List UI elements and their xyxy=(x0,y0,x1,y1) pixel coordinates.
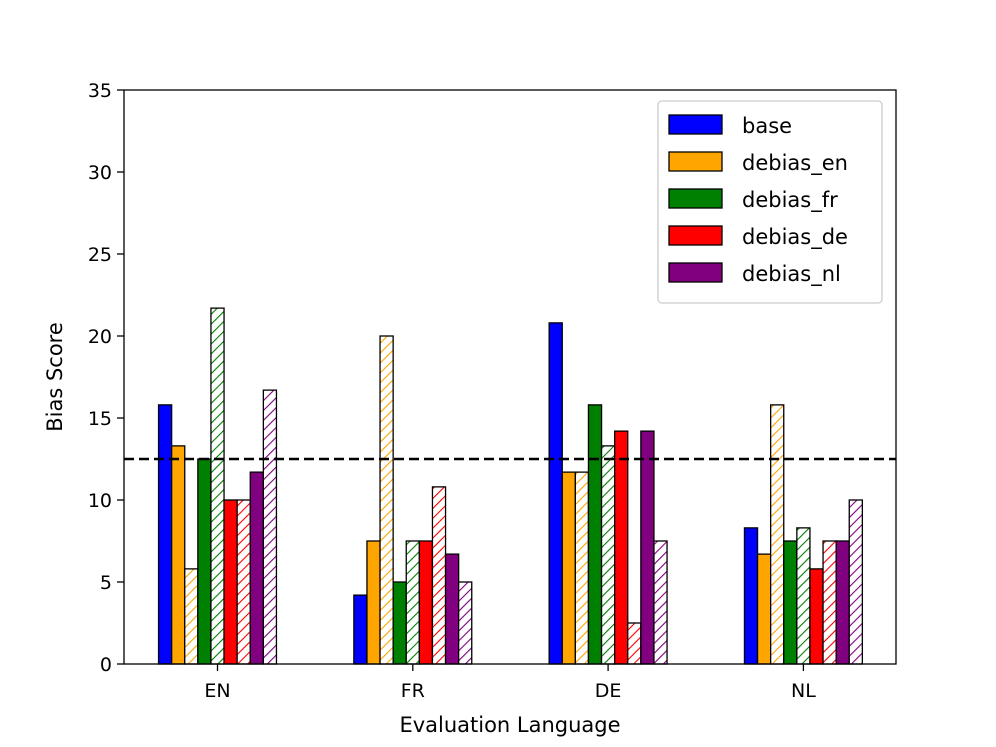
bar-nl-debias_nl-hatched xyxy=(848,499,864,665)
legend-swatch-debias_en xyxy=(668,151,723,172)
bar-de-debias_en-hatched xyxy=(574,471,590,665)
y-axis: 0 5 10 15 20 25 30 35 xyxy=(88,80,124,676)
y-tick-label-35: 35 xyxy=(88,80,112,102)
bar-nl-debias_fr xyxy=(783,540,798,665)
legend-swatch-debias_de xyxy=(668,225,723,246)
legend-swatch-debias_fr xyxy=(668,188,723,209)
y-tick-label-20: 20 xyxy=(88,326,112,348)
bar-nl-debias_en xyxy=(756,553,772,665)
bar-de-debias_nl xyxy=(640,430,655,665)
bar-nl-debias_de xyxy=(809,568,824,665)
bar-de-debias_en xyxy=(561,471,577,665)
bar-en-debias_de-hatched xyxy=(236,499,251,665)
legend-swatch-debias_nl xyxy=(668,262,723,283)
x-tick-label-de: DE xyxy=(595,680,622,702)
legend-swatch-base xyxy=(668,114,723,135)
bar-en-debias_en xyxy=(170,445,186,665)
legend-label-base: base xyxy=(742,114,792,138)
bar-en-debias_en-hatched xyxy=(184,568,199,665)
y-tick-label-25: 25 xyxy=(88,244,112,266)
bar-fr-debias_de xyxy=(418,540,434,665)
bar-fr-debias_nl-hatched xyxy=(457,581,473,665)
bar-nl-debias_de-hatched xyxy=(822,540,837,665)
y-tick-label-10: 10 xyxy=(88,490,112,512)
bar-fr-debias_fr-hatched xyxy=(405,540,421,665)
x-axis-title: Evaluation Language xyxy=(399,713,620,737)
bar-fr-debias_en-hatched xyxy=(379,335,394,665)
bar-fr-debias_de-hatched xyxy=(431,486,447,665)
bar-de-debias_de-hatched xyxy=(627,622,642,665)
bar-de-debias_fr-hatched xyxy=(600,445,616,665)
bar-en-debias_nl xyxy=(249,471,265,665)
y-tick-label-5: 5 xyxy=(100,572,112,594)
bar-de-debias_de xyxy=(614,430,629,665)
y-tick-label-0: 0 xyxy=(100,654,112,676)
legend-label-debias_fr: debias_fr xyxy=(742,188,838,213)
x-axis: EN FR DE NL xyxy=(204,664,816,702)
bar-fr-base xyxy=(353,594,368,665)
bar-en-debias_de xyxy=(223,499,238,665)
bar-nl-debias_en-hatched xyxy=(770,404,785,665)
y-axis-title: Bias Score xyxy=(43,322,67,432)
bar-fr-debias_en xyxy=(366,540,381,665)
legend-label-debias_de: debias_de xyxy=(742,225,848,250)
bar-en-base xyxy=(157,404,173,665)
bar-fr-debias_fr xyxy=(392,581,407,665)
bar-de-base xyxy=(548,322,563,665)
legend-label-debias_nl: debias_nl xyxy=(742,262,841,287)
bar-nl-base xyxy=(743,527,759,665)
y-tick-label-15: 15 xyxy=(88,408,112,430)
legend-label-debias_en: debias_en xyxy=(742,151,848,176)
legend: base debias_en debias_fr debias_de debias_nl xyxy=(657,100,883,304)
bar-en-debias_fr xyxy=(197,458,212,665)
bar-fr-debias_nl xyxy=(444,553,460,665)
x-tick-label-fr: FR xyxy=(401,680,425,702)
x-tick-label-en: EN xyxy=(204,680,230,702)
bar-en-debias_fr-hatched xyxy=(210,307,225,665)
plot-frame xyxy=(123,89,897,665)
bar-nl-debias_nl xyxy=(835,540,850,665)
y-tick-label-30: 30 xyxy=(88,162,112,184)
x-tick-label-nl: NL xyxy=(791,680,816,702)
bar-en-debias_nl-hatched xyxy=(262,389,278,665)
bar-de-debias_fr xyxy=(587,404,603,665)
bar-nl-debias_fr-hatched xyxy=(796,527,811,665)
bar-de-debias_nl-hatched xyxy=(653,540,668,665)
